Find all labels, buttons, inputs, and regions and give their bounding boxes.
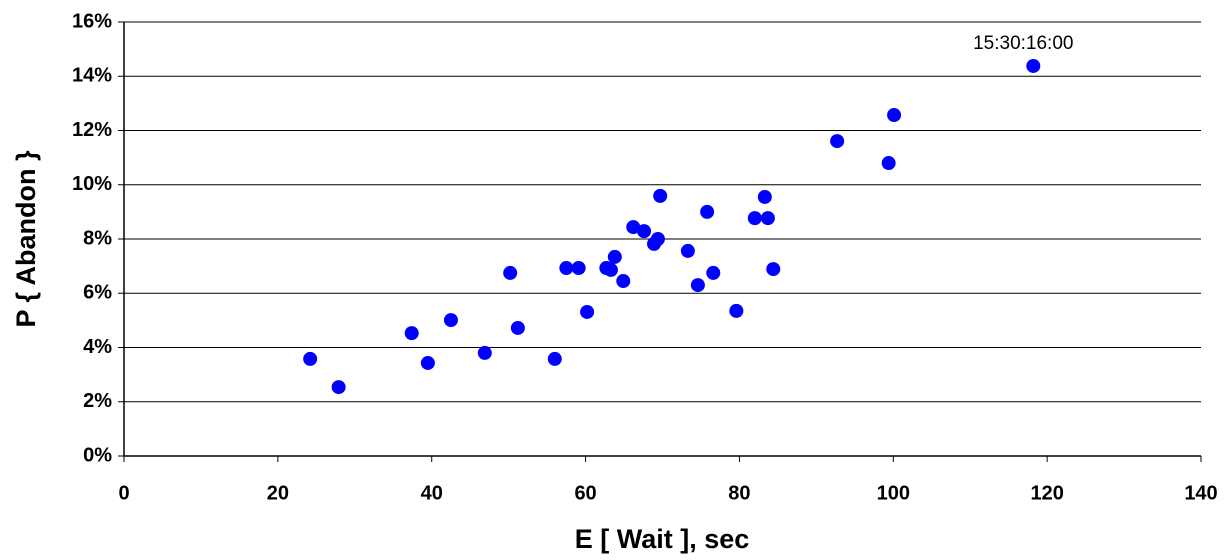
x-tick-label: 100 — [877, 482, 910, 504]
point — [637, 224, 652, 239]
point — [443, 313, 458, 328]
point — [766, 262, 781, 277]
point — [760, 211, 775, 226]
x-tick-label: 20 — [267, 482, 289, 504]
point — [404, 326, 419, 341]
point — [626, 220, 641, 235]
point — [477, 345, 492, 360]
y-tick-label: 0% — [83, 444, 112, 466]
x-axis-title: E [ Wait ], sec — [575, 524, 750, 554]
point — [690, 278, 705, 293]
point — [510, 320, 525, 335]
point — [607, 249, 622, 264]
x-tick-label: 140 — [1184, 482, 1217, 504]
x-tick-label: 80 — [728, 482, 750, 504]
point — [303, 351, 318, 366]
point — [331, 380, 346, 395]
point — [653, 188, 668, 203]
y-tick-label: 12% — [72, 119, 112, 141]
point — [616, 274, 631, 289]
y-tick-label: 14% — [72, 65, 112, 87]
x-tick-label: 120 — [1030, 482, 1063, 504]
point — [747, 211, 762, 226]
point — [580, 304, 595, 319]
point — [706, 265, 721, 280]
point — [571, 261, 586, 276]
y-tick-label: 16% — [72, 10, 112, 32]
x-tick-label: 60 — [574, 482, 596, 504]
point — [420, 355, 435, 370]
x-tick-label: 40 — [421, 482, 443, 504]
point — [881, 156, 896, 171]
y-tick-label: 2% — [83, 390, 112, 412]
point — [729, 303, 744, 318]
point — [1026, 58, 1041, 73]
point — [650, 232, 665, 246]
point — [503, 265, 518, 280]
point — [757, 189, 772, 204]
y-tick-label: 4% — [83, 336, 112, 358]
point — [603, 262, 618, 277]
y-axis-title: P { Abandon } — [11, 150, 41, 328]
y-tick-label: 8% — [83, 227, 112, 249]
point — [700, 204, 715, 219]
point — [680, 243, 695, 258]
annotation: 15:30:16:00 — [973, 33, 1073, 54]
point — [887, 108, 902, 123]
point — [830, 134, 845, 149]
point — [547, 351, 562, 366]
y-tick-label: 10% — [72, 173, 112, 195]
point — [559, 261, 574, 276]
y-tick-label: 6% — [83, 282, 112, 304]
x-tick-label: 0 — [118, 482, 129, 504]
